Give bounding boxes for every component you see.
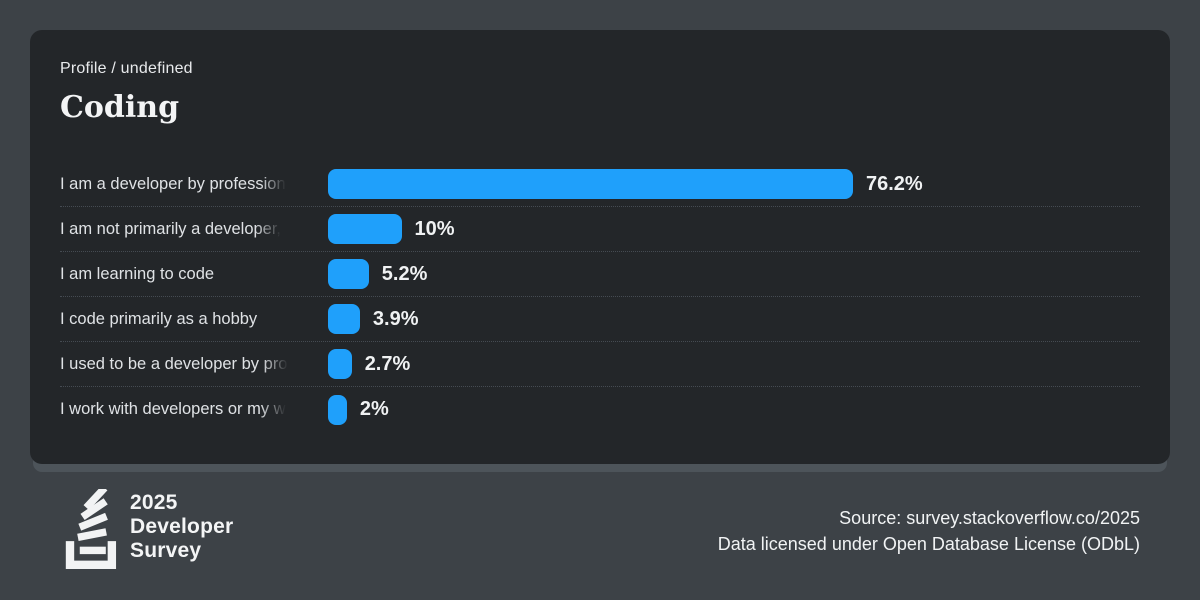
stackoverflow-logo-icon: [60, 489, 120, 569]
brand-line3: Survey: [130, 539, 202, 562]
category-label: I am a developer by profession: [60, 174, 286, 193]
source-url: Source: survey.stackoverflow.co/2025: [839, 508, 1140, 528]
category-label: I am learning to code: [60, 264, 215, 283]
chart-row: I used to be a developer by pro 2.7%: [60, 342, 1140, 387]
chart-row: I work with developers or my w 2%: [60, 387, 1140, 432]
breadcrumb: Profile / undefined: [60, 60, 193, 77]
chart-card: Profile / undefined Coding I am a develo…: [30, 30, 1170, 464]
brand-line2: Developer: [130, 515, 234, 538]
category-label: I work with developers or my w: [60, 400, 286, 418]
category-label: I used to be a developer by pro: [60, 354, 288, 373]
license-note: Data licensed under Open Database Licens…: [717, 534, 1140, 554]
value-bar: [328, 214, 402, 244]
value-bar: [328, 259, 369, 289]
survey-brand-text: 2025 Developer Survey: [130, 491, 233, 563]
value-label: 76.2%: [866, 172, 923, 195]
value-label: 10%: [414, 217, 455, 240]
value-bar: [328, 394, 347, 425]
footer: 2025 Developer Survey Source: survey.sta…: [60, 489, 1140, 569]
value-bar: [328, 304, 360, 334]
page-title: Coding: [60, 90, 180, 125]
value-bar: [328, 169, 853, 199]
chart-row: I code primarily as a hobby 3.9%: [60, 297, 1140, 342]
chart-row: I am learning to code 5.2%: [60, 252, 1140, 297]
value-bar: [328, 349, 352, 379]
value-label: 2%: [359, 398, 389, 420]
chart-row: I am not primarily a developer, 10%: [60, 207, 1140, 252]
source-attribution: Source: survey.stackoverflow.co/2025 Dat…: [718, 505, 1140, 557]
bar-chart: I am a developer by profession 76.2% I a…: [60, 162, 1140, 432]
survey-brand: 2025 Developer Survey: [60, 489, 233, 569]
value-label: 3.9%: [372, 307, 419, 330]
value-label: 5.2%: [381, 262, 428, 285]
value-label: 2.7%: [364, 352, 411, 375]
chart-row: I am a developer by profession 76.2%: [60, 162, 1140, 207]
category-label: I am not primarily a developer,: [60, 219, 282, 238]
category-label: I code primarily as a hobby: [60, 309, 258, 328]
brand-year: 2025: [130, 491, 178, 514]
